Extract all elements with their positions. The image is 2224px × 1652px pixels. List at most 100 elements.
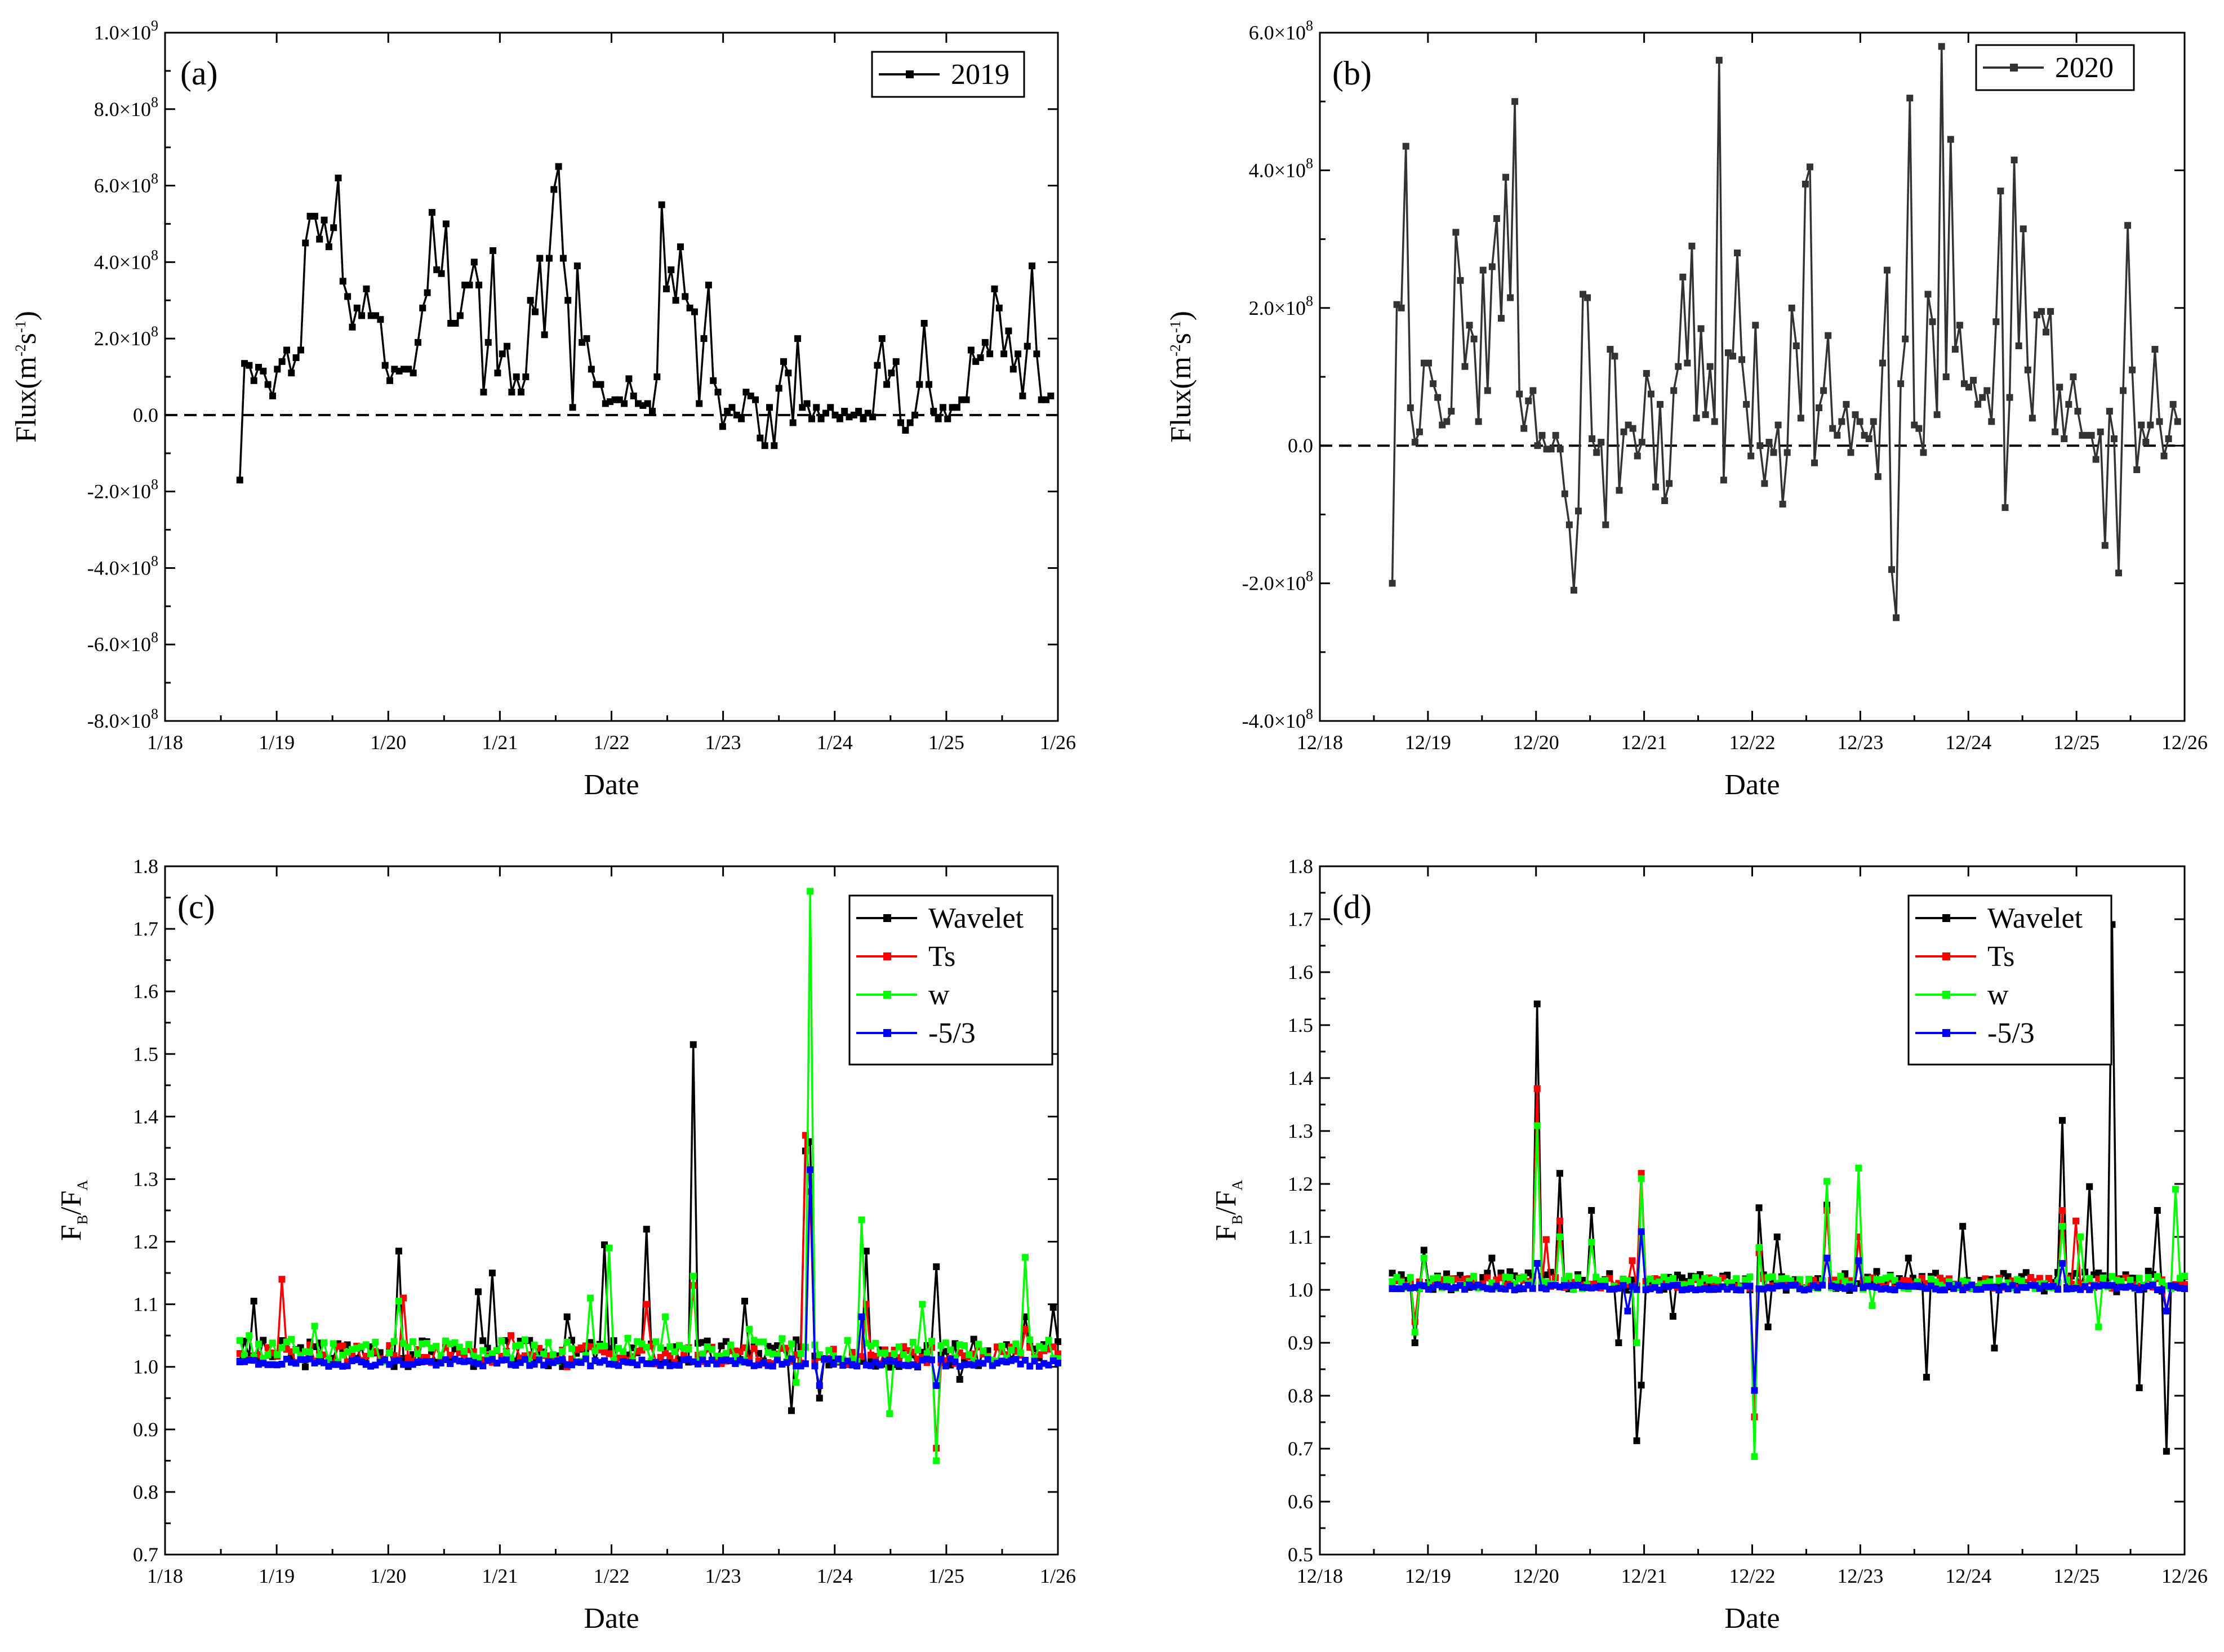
text-part: s: [1165, 333, 1197, 344]
x-tick-label: 1/24: [817, 731, 853, 754]
tick-exponent: 8: [1306, 706, 1313, 722]
data-point: [691, 308, 698, 315]
data-point: [1457, 277, 1464, 284]
data-point: [465, 1341, 473, 1348]
data-point: [752, 396, 759, 403]
data-point: [1633, 1286, 1640, 1293]
data-point: [933, 1263, 940, 1270]
data-point: [2154, 1273, 2161, 1280]
data-point: [1009, 366, 1017, 373]
series-line-Ts: [1391, 1088, 2185, 1418]
data-point: [1747, 452, 1755, 460]
tick-exponent: 8: [151, 477, 158, 493]
data-point: [1847, 449, 1854, 456]
data-point: [1525, 397, 1532, 404]
data-point: [569, 404, 576, 411]
data-point: [358, 312, 366, 319]
data-point: [953, 404, 960, 411]
data-point: [1502, 173, 1510, 181]
data-point: [479, 1362, 487, 1370]
data-point: [1602, 1277, 1609, 1284]
legend-swatch-marker: [1942, 914, 1950, 922]
data-point: [1751, 1453, 1758, 1460]
data-point: [1711, 418, 1718, 425]
data-point: [625, 375, 633, 382]
x-tick-label: 1/19: [259, 731, 295, 754]
y-tick-label: -4.0×108: [1242, 706, 1313, 732]
tick-exponent: 8: [151, 553, 158, 569]
data-point: [761, 442, 768, 449]
data-point: [914, 1362, 922, 1370]
data-point: [1856, 418, 1863, 425]
y-tick-label: 0.8: [133, 1481, 158, 1503]
tick-exponent: 8: [1306, 293, 1313, 309]
text-part: s: [10, 333, 42, 344]
legend-label: -5/3: [928, 1017, 976, 1049]
data-point: [1031, 1357, 1038, 1365]
data-point: [1852, 411, 1859, 418]
data-point: [621, 400, 628, 407]
tick-exponent: 8: [1306, 155, 1313, 171]
data-point: [682, 293, 689, 300]
data-point: [860, 415, 867, 422]
x-tick-label: 12/23: [1837, 731, 1883, 754]
data-point: [409, 1338, 416, 1346]
data-point: [2147, 421, 2154, 429]
y-tick-label: 1.2: [1288, 1173, 1313, 1195]
data-point: [559, 255, 567, 262]
x-axis-title: Date: [584, 769, 639, 801]
data-point: [1000, 350, 1008, 358]
data-point: [933, 1457, 940, 1464]
data-point: [788, 1407, 795, 1414]
data-point: [1534, 442, 1541, 449]
data-point: [991, 285, 998, 292]
data-point: [278, 1276, 286, 1283]
data-point: [920, 319, 928, 327]
data-point: [1407, 1274, 1414, 1281]
data-point: [1434, 1274, 1441, 1281]
data-point: [1624, 1307, 1631, 1315]
data-point: [1407, 404, 1414, 411]
data-point: [1773, 1234, 1781, 1240]
data-point: [311, 1323, 318, 1330]
x-tick-label: 12/26: [2161, 731, 2208, 754]
data-point: [1570, 586, 1577, 594]
data-point: [1588, 1239, 1595, 1246]
data-point: [1657, 400, 1664, 408]
data-point: [1951, 346, 1959, 353]
data-point: [236, 1337, 243, 1344]
data-point: [841, 408, 848, 415]
data-point: [278, 358, 286, 365]
data-point: [1974, 400, 1982, 408]
data-point: [1997, 188, 2004, 195]
data-point: [2086, 1275, 2093, 1282]
y-tick-label: 4.0×108: [94, 247, 158, 273]
x-tick-label: 1/20: [370, 731, 406, 754]
data-point: [1584, 294, 1591, 301]
y-tick-label: 8.0×108: [94, 94, 158, 121]
data-point: [311, 212, 318, 220]
data-point: [1488, 1254, 1496, 1262]
y-tick-label: 1.8: [133, 855, 158, 878]
tick-exponent: 8: [1306, 568, 1313, 585]
data-point: [1734, 250, 1741, 257]
data-point: [1702, 411, 1709, 418]
data-point: [1047, 392, 1055, 399]
data-point: [779, 1335, 786, 1342]
data-point: [461, 282, 469, 289]
data-point: [1629, 425, 1636, 432]
data-point: [1970, 377, 1977, 384]
data-point: [2056, 384, 2063, 391]
data-point: [269, 392, 276, 399]
data-point: [367, 1350, 375, 1357]
superscript: -2: [12, 344, 29, 357]
legend-label: w: [928, 979, 950, 1011]
tick-exponent: 8: [151, 94, 158, 110]
subscript: B: [1229, 1215, 1246, 1224]
text-part: -8.0×10: [87, 710, 151, 732]
data-point: [438, 270, 445, 277]
data-point: [1979, 394, 1986, 401]
x-tick-label: 12/21: [1621, 731, 1667, 754]
data-point: [1797, 415, 1804, 422]
data-point: [1497, 315, 1505, 322]
